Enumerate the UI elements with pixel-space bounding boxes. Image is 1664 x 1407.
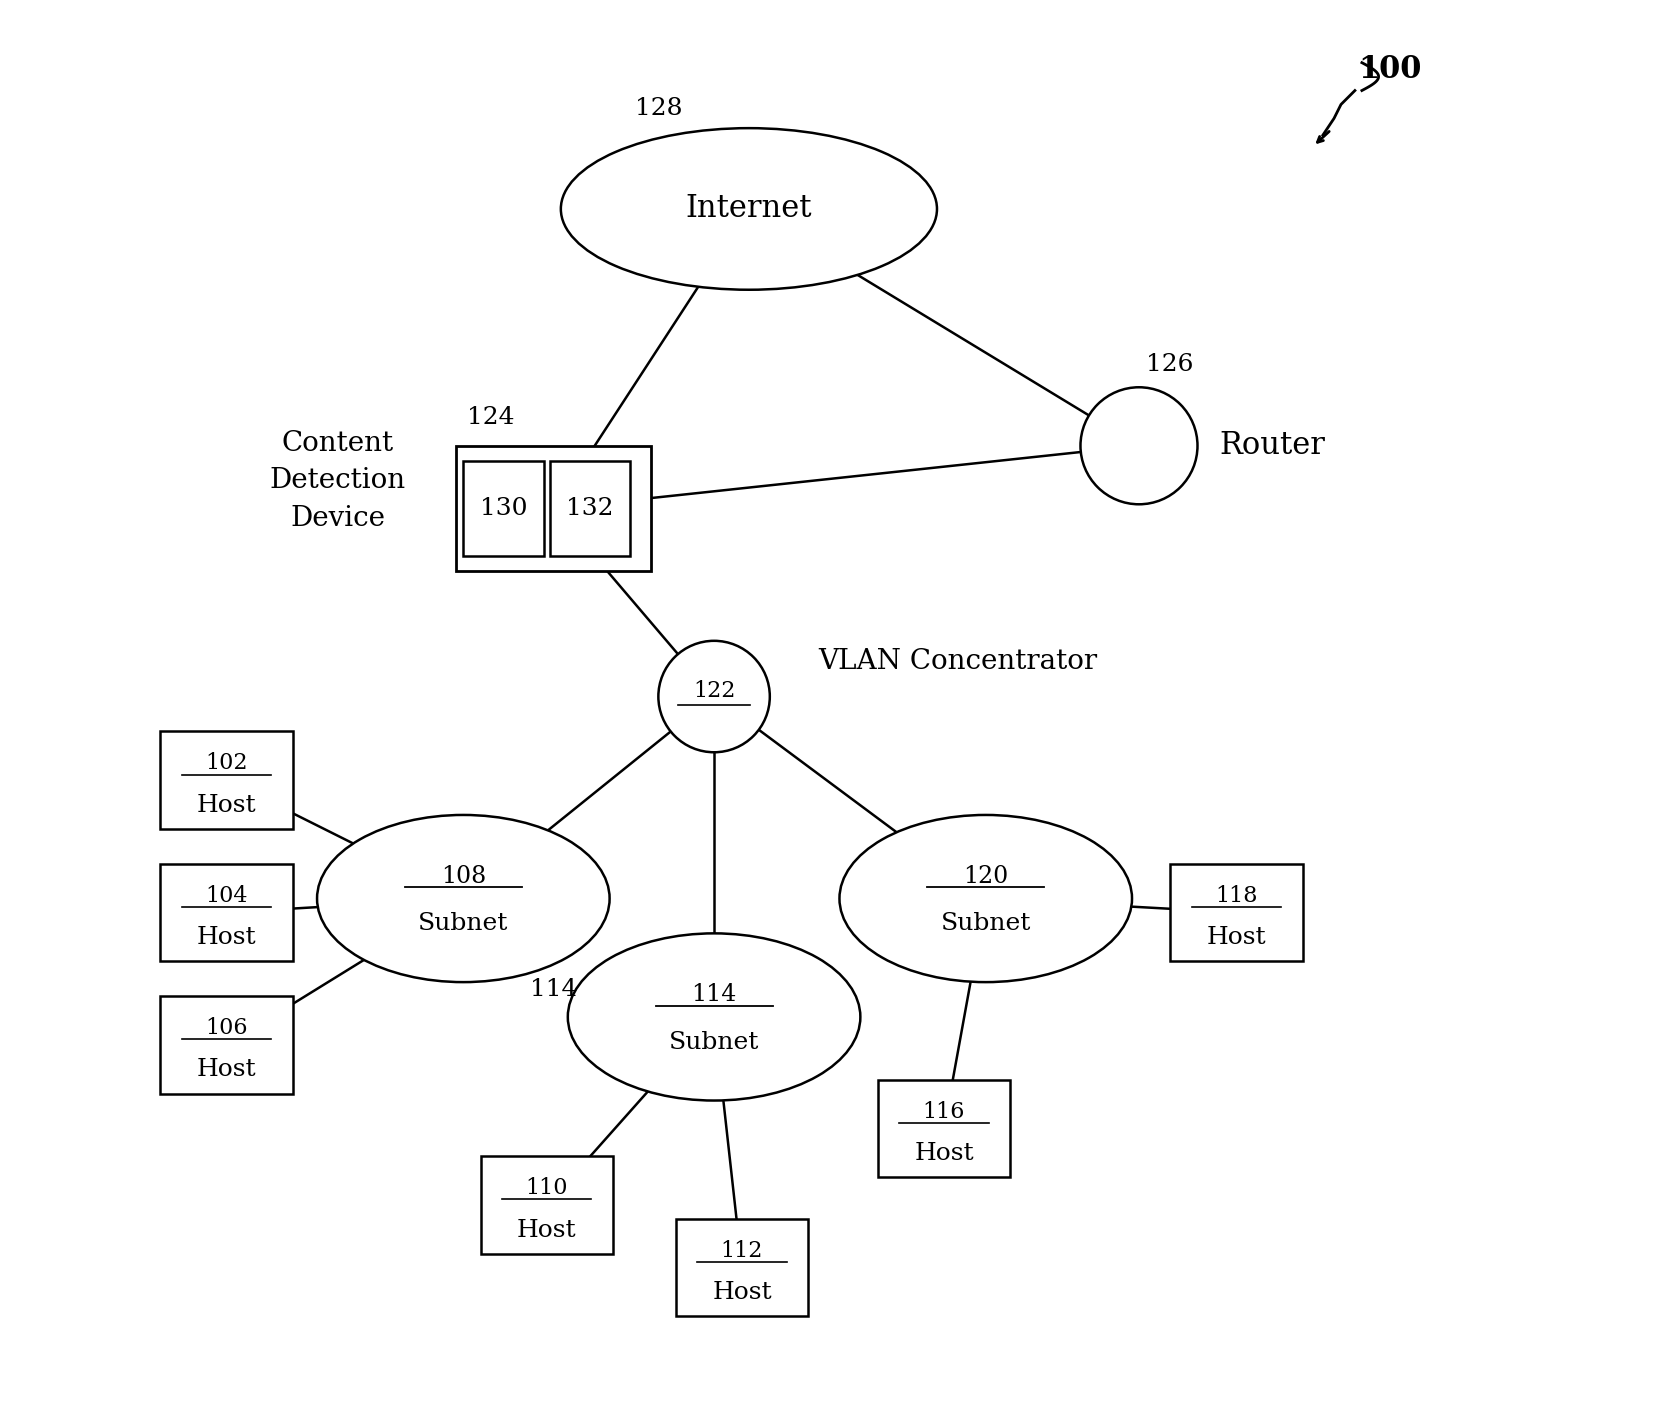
Ellipse shape bbox=[561, 128, 937, 290]
Text: Router: Router bbox=[1220, 431, 1325, 461]
Text: Content
Detection
Device: Content Detection Device bbox=[270, 429, 406, 532]
Text: 112: 112 bbox=[721, 1240, 762, 1262]
Text: 106: 106 bbox=[205, 1017, 248, 1040]
Text: 110: 110 bbox=[526, 1178, 567, 1199]
Text: Host: Host bbox=[196, 794, 256, 816]
Text: Host: Host bbox=[196, 1058, 256, 1082]
Text: Subnet: Subnet bbox=[669, 1030, 759, 1054]
Text: Host: Host bbox=[712, 1282, 772, 1304]
Text: VLAN Concentrator: VLAN Concentrator bbox=[819, 649, 1097, 675]
Text: 132: 132 bbox=[566, 497, 614, 521]
Text: 102: 102 bbox=[205, 753, 248, 774]
FancyBboxPatch shape bbox=[456, 446, 651, 571]
FancyBboxPatch shape bbox=[160, 996, 293, 1093]
Text: 114: 114 bbox=[691, 983, 737, 1006]
Text: Host: Host bbox=[1206, 926, 1266, 950]
FancyBboxPatch shape bbox=[481, 1157, 612, 1254]
Text: Subnet: Subnet bbox=[940, 912, 1030, 936]
FancyBboxPatch shape bbox=[1170, 864, 1301, 961]
FancyBboxPatch shape bbox=[549, 461, 631, 556]
Circle shape bbox=[1080, 387, 1196, 504]
Text: 120: 120 bbox=[962, 865, 1008, 888]
Text: 128: 128 bbox=[634, 97, 682, 120]
Text: 118: 118 bbox=[1215, 885, 1256, 906]
Text: 108: 108 bbox=[441, 865, 486, 888]
Text: Host: Host bbox=[518, 1218, 576, 1241]
FancyBboxPatch shape bbox=[463, 461, 544, 556]
Text: Internet: Internet bbox=[686, 193, 812, 225]
Circle shape bbox=[657, 640, 769, 753]
FancyBboxPatch shape bbox=[160, 732, 293, 829]
FancyBboxPatch shape bbox=[160, 864, 293, 961]
Text: 126: 126 bbox=[1145, 353, 1193, 377]
Text: Host: Host bbox=[914, 1142, 973, 1165]
Text: 116: 116 bbox=[922, 1100, 965, 1123]
FancyBboxPatch shape bbox=[877, 1079, 1010, 1178]
Text: 114: 114 bbox=[529, 978, 577, 1000]
Text: Host: Host bbox=[196, 926, 256, 950]
FancyBboxPatch shape bbox=[676, 1218, 807, 1317]
Text: 100: 100 bbox=[1358, 53, 1421, 86]
Text: 122: 122 bbox=[692, 680, 735, 702]
Ellipse shape bbox=[567, 933, 860, 1100]
Text: 124: 124 bbox=[468, 407, 514, 429]
Text: 130: 130 bbox=[479, 497, 527, 521]
Text: Subnet: Subnet bbox=[418, 912, 508, 936]
Ellipse shape bbox=[316, 815, 609, 982]
Ellipse shape bbox=[839, 815, 1132, 982]
Text: 104: 104 bbox=[205, 885, 248, 906]
